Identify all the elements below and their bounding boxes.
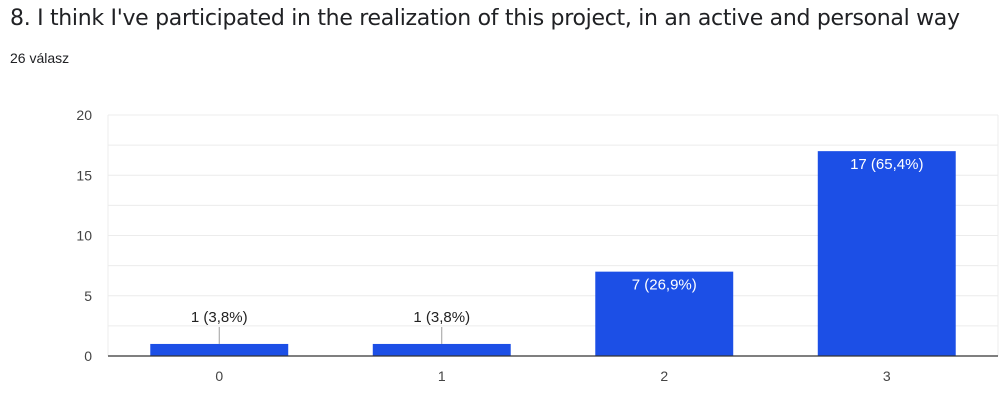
bar bbox=[817, 151, 956, 356]
bar bbox=[595, 271, 734, 356]
y-tick-label: 15 bbox=[76, 167, 92, 183]
bars bbox=[150, 151, 956, 356]
data-label: 7 (26,9%) bbox=[632, 277, 697, 294]
bar bbox=[150, 343, 289, 356]
data-label: 1 (3,8%) bbox=[191, 309, 248, 326]
x-tick-label: 1 bbox=[438, 368, 446, 384]
y-tick-label: 20 bbox=[76, 107, 92, 123]
labels: 0 5 10 15 20 0 1 (3,8%) 1 1 (3,8%) 2 7 (26,9%) 3 17 … bbox=[76, 107, 923, 384]
question-title: 8. I think I've participated in the real… bbox=[10, 6, 960, 31]
x-tick-label: 2 bbox=[660, 368, 668, 384]
response-count: 26 válasz bbox=[10, 50, 70, 66]
data-label: 1 (3,8%) bbox=[413, 309, 470, 326]
y-tick-label: 5 bbox=[84, 288, 92, 304]
data-label: 17 (65,4%) bbox=[850, 156, 923, 173]
x-tick-label: 0 bbox=[215, 368, 223, 384]
bar bbox=[372, 343, 511, 356]
y-tick-label: 10 bbox=[76, 228, 92, 244]
x-tick-label: 3 bbox=[883, 368, 891, 384]
y-tick-label: 0 bbox=[84, 348, 92, 364]
